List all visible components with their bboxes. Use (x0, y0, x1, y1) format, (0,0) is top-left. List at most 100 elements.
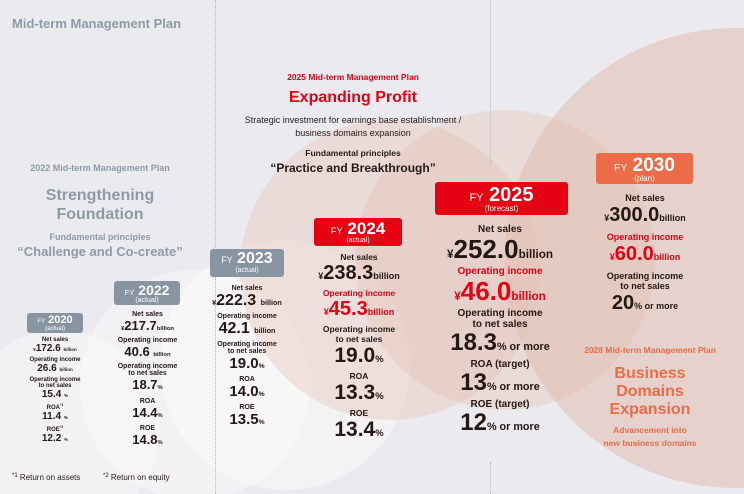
status: (actual) (235, 267, 259, 274)
op-margin-value: 20% or more (611, 292, 679, 314)
footnote-text: Return on equity (110, 473, 170, 482)
op-margin-label-2: to net sales (472, 319, 528, 330)
operating-income-value: 42.1 billion (218, 320, 276, 337)
plan-2025-title: Expanding Profit (289, 89, 417, 106)
plan-2028-title-line2: Domains (616, 383, 684, 400)
operating-income-label: Operating income (29, 357, 81, 363)
bg-circle-2024 (240, 120, 540, 420)
op-margin-label-1: Operating income (117, 362, 178, 370)
plan-2022-principle: “Challenge and Co-create” (17, 244, 183, 259)
year: 2024 (347, 219, 386, 238)
fy2030-metrics: Net sales ¥300.0billion Operating income… (575, 193, 715, 313)
roe-value: 14.8% (132, 432, 163, 448)
op-margin-label-2: to net sales (128, 369, 167, 377)
roa-value: 14.0% (229, 383, 265, 400)
fy-label: FY (469, 192, 484, 204)
operating-income-label: Operating income (117, 336, 178, 344)
net-sales-value: ¥252.0billion (447, 234, 553, 264)
net-sales-label: Net sales (340, 252, 378, 262)
plan-2028-title-line1: Business (614, 365, 686, 382)
year: 2030 (632, 155, 675, 176)
fy2023-metrics: Net sales ¥222.3 billion Operating incom… (197, 285, 297, 427)
footnote-1: *1 Return on assets (12, 473, 80, 482)
fy2030-badge: FY 2030 (plan) (596, 153, 693, 184)
roe-label: ROE (139, 425, 156, 433)
footnote-mark: *1 (12, 473, 18, 479)
plan-2022-label: 2022 Mid-term Management Plan (30, 163, 170, 173)
op-margin-label-1: Operating income (457, 308, 543, 319)
roe-value: 13.4% (334, 418, 384, 441)
plan-2022-principles-label: Fundamental principles (49, 232, 151, 242)
operating-income-value: ¥60.0billion (609, 243, 681, 265)
op-margin-value: 18.3% or more (450, 329, 550, 356)
bg-circle-2023 (160, 240, 410, 490)
plan-2028-desc-line1: Advancement into (613, 425, 687, 435)
status: (actual) (346, 237, 370, 244)
op-margin-label-1: Operating income (217, 341, 277, 348)
net-sales-label: Net sales (625, 193, 665, 203)
fy-label: FY (37, 319, 46, 325)
roe-target-label: ROE (target) (470, 399, 530, 410)
op-margin-value: 19.0% (229, 355, 265, 372)
fy2023-badge: FY 2023 (actual) (210, 249, 284, 277)
net-sales-label: Net sales (132, 311, 163, 318)
bg-circle-2022 (80, 270, 310, 494)
net-sales-label: Net sales (231, 285, 263, 292)
roe-value: 12% or more (460, 409, 540, 436)
plan-2025-label: 2025 Mid-term Management Plan (287, 72, 419, 82)
status: (forecast) (484, 204, 519, 213)
operating-income-label: Operating income (217, 313, 277, 320)
status: (plan) (634, 174, 655, 183)
roa-value: 11.4 % (42, 411, 68, 422)
fy2024-metrics: Net sales ¥238.3billion Operating income… (300, 252, 418, 440)
op-margin-label-2: to net sales (620, 281, 670, 291)
fy-label: FY (614, 163, 628, 174)
status: (actual) (44, 326, 65, 332)
footnote-2: *2 Return on equity (103, 473, 170, 482)
operating-income-value: ¥45.3billion (323, 298, 395, 320)
operating-income-value: 26.6 billion (37, 363, 73, 374)
fy2020-badge: FY 2020 (actual) (27, 313, 83, 333)
net-sales-label: Net sales (478, 224, 522, 235)
plan-2025-desc-line2: business domains expansion (295, 128, 411, 138)
net-sales-value: ¥238.3billion (318, 262, 400, 284)
op-margin-value: 15.4 % (41, 389, 69, 400)
op-margin-label-1: Operating income (606, 271, 684, 281)
op-margin-label-2: to net sales (227, 348, 267, 355)
status: (actual) (135, 297, 159, 304)
operating-income-label: Operating income (322, 288, 396, 298)
operating-income-value: 40.6 billion (124, 343, 171, 359)
net-sales-value: ¥300.0billion (604, 204, 686, 226)
plan-2022-header: 2022 Mid-term Management Plan Strengthen… (0, 163, 200, 259)
plan-2022-title-line2: Foundation (56, 206, 144, 223)
plan-2025-desc-line1: Strategic investment for earnings base e… (244, 115, 462, 125)
op-margin-value: 18.7% (132, 376, 163, 392)
roe-value: 12.2 % (41, 433, 69, 444)
roe-label: ROE (349, 408, 369, 418)
fy2025-metrics: Net sales ¥252.0billion Operating income… (425, 224, 575, 435)
net-sales-value: ¥217.7billion (120, 318, 174, 333)
operating-income-value: ¥46.0billion (454, 276, 546, 306)
roe-label: ROE (239, 404, 255, 411)
roa-value: 13.3% (334, 381, 384, 404)
net-sales-value: ¥172.6 billion (33, 343, 77, 354)
footnote-mark: *2 (103, 473, 109, 479)
net-sales-value: ¥222.3 billion (212, 292, 282, 309)
roa-label: ROA (239, 376, 255, 383)
roa-target-label: ROA (target) (470, 359, 530, 370)
year: 2020 (48, 314, 73, 326)
op-margin-label-1: Operating income (322, 324, 396, 334)
op-margin-label-2: to net sales (335, 334, 383, 344)
roa-label: ROA*1 (46, 403, 64, 411)
roa-label: ROA (139, 397, 156, 405)
fy2022-metrics: Net sales ¥217.7billion Operating income… (100, 311, 195, 447)
net-sales-label: Net sales (41, 337, 69, 343)
fy-label: FY (124, 288, 135, 297)
plan-2025-header: 2025 Mid-term Management Plan Expanding … (218, 72, 488, 175)
year: 2023 (237, 250, 273, 267)
plan-2028-block: 2028 Mid-term Management Plan Business D… (565, 345, 735, 448)
fy-label: FY (330, 226, 343, 236)
op-margin-label-1: Operating income (29, 377, 81, 383)
plan-2025-principles-label: Fundamental principles (305, 148, 401, 158)
